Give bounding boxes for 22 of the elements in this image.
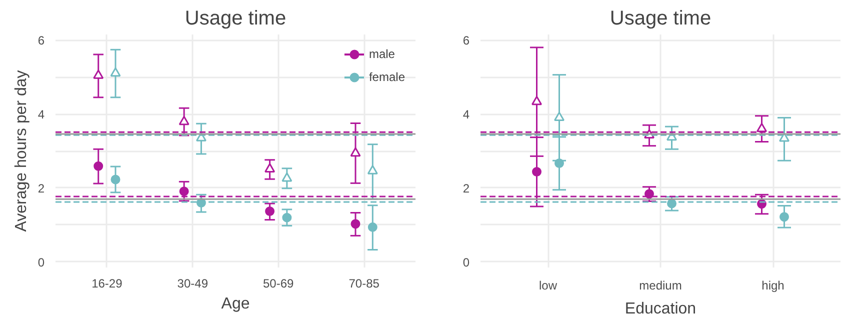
y-tick-label: 6 (38, 34, 45, 48)
x-tick-label: high (762, 278, 784, 292)
y-tick-label: 6 (462, 34, 470, 48)
y-axis-title: Average hours per day (12, 70, 30, 232)
legend-label: male (368, 47, 395, 61)
y-tick-label: 4 (38, 108, 45, 122)
chart-title: Usage time (184, 8, 286, 30)
y-tick-label: 0 (462, 255, 470, 270)
y-tick-label: 2 (462, 181, 470, 196)
x-tick-label: medium (639, 278, 682, 292)
x-tick-label: 16-29 (92, 276, 123, 290)
y-tick-label: 2 (38, 181, 45, 196)
y-tick-label: 0 (38, 255, 45, 270)
legend-label: female (368, 70, 405, 84)
x-tick-label: 50-69 (263, 276, 294, 290)
x-axis-title: Education (624, 300, 696, 318)
chart-title: Usage time (610, 8, 712, 30)
x-tick-label: 30-49 (177, 276, 208, 290)
x-tick-label: low (538, 278, 558, 292)
x-axis-title: Age (221, 296, 250, 312)
x-tick-label: 70-85 (348, 276, 380, 290)
y-tick-label: 4 (462, 108, 470, 122)
